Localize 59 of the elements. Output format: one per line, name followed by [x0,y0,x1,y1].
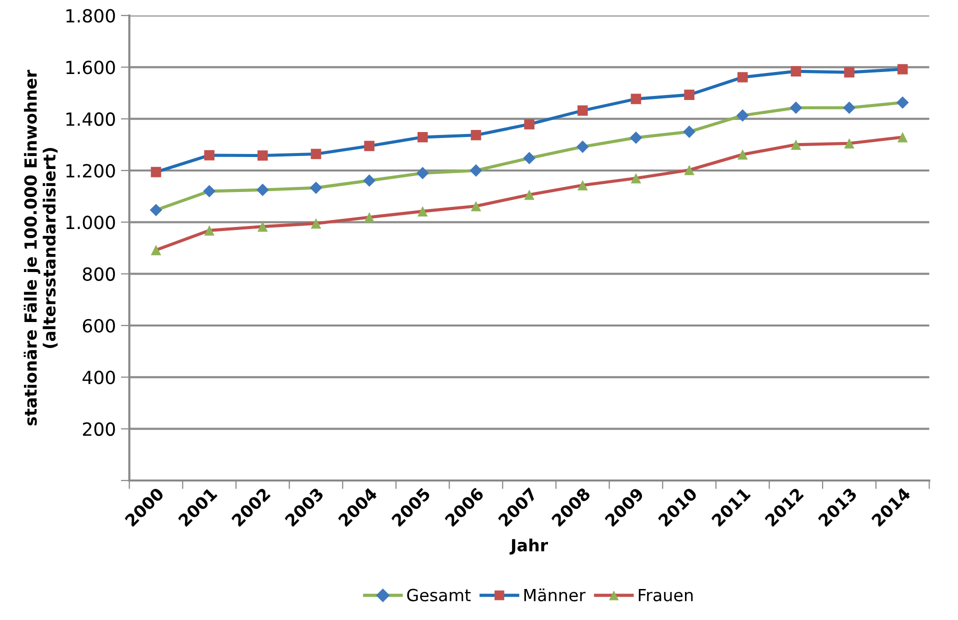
point [897,64,908,74]
point [630,173,642,184]
point [790,102,802,114]
x-axis-title: Jahr [510,538,548,555]
y-tick-label: 1.200 [66,164,115,178]
point [470,201,482,212]
point [417,206,428,216]
point [576,140,589,153]
legend-label: Frauen [638,589,693,602]
point [310,148,322,160]
point [737,72,748,82]
point [364,140,374,152]
point [416,166,429,180]
point [844,67,854,78]
y-tick-label: 1.600 [66,60,115,74]
y-tick-label: 800 [82,267,115,281]
legend-label: Männer [524,588,586,602]
point [523,152,536,164]
y-tick-label: 600 [82,318,115,333]
legend-label: Gesamt [407,588,471,602]
point [630,94,642,104]
point [150,204,162,216]
point [896,96,909,109]
point [897,132,908,142]
point [844,138,854,149]
point [684,164,694,176]
point [577,180,588,190]
point [258,150,268,161]
y-tick-label: 400 [82,370,115,384]
point [470,130,482,140]
point [310,182,322,194]
point [470,164,482,177]
point [630,131,642,144]
point [790,140,802,150]
point [790,66,802,76]
y-tick-label: 1.400 [66,112,115,126]
point [843,102,856,114]
y-tick-label: 200 [82,422,115,436]
point [258,221,268,232]
point [203,184,216,198]
point [417,132,428,142]
point [310,218,322,229]
point [524,119,534,130]
y-axis-title: stationäre Fälle je 100.000 Einwohner (altersstandardisiert) [24,70,58,426]
point [577,105,588,116]
point [683,126,696,138]
y-tick-label: 1.000 [66,216,115,230]
point [204,225,214,236]
point [684,90,694,100]
point [204,150,214,160]
point [363,174,376,187]
point [736,109,749,122]
point [524,190,534,200]
point [737,149,748,160]
point [256,184,269,196]
point [150,244,162,256]
point [364,212,374,222]
point [150,166,162,178]
y-tick-label: 1.800 [66,8,115,23]
